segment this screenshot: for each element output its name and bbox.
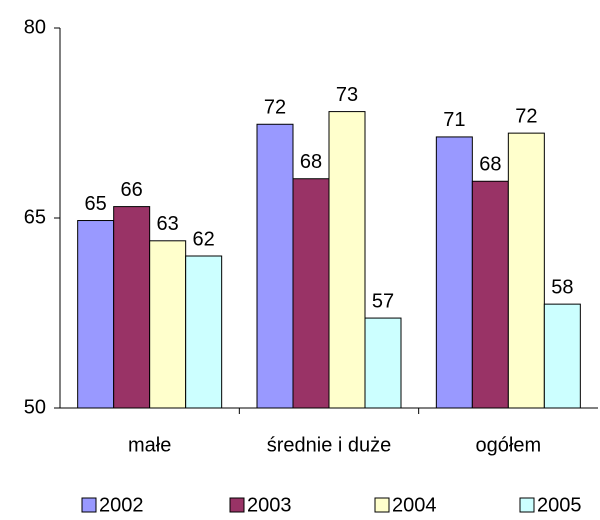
value-label: 73 — [336, 84, 358, 106]
bar — [113, 206, 151, 409]
value-label: 68 — [300, 151, 322, 173]
bar — [543, 303, 581, 409]
legend-label: 2003 — [247, 494, 292, 516]
y-tick-label: 50 — [24, 396, 46, 418]
x-tick-label: średnie i duże — [267, 434, 392, 456]
bar — [507, 132, 545, 409]
value-label: 57 — [372, 290, 394, 312]
legend-label: 2005 — [537, 494, 582, 516]
y-tick-label: 65 — [24, 206, 46, 228]
value-label: 65 — [85, 193, 107, 215]
value-label: 72 — [264, 97, 286, 119]
legend-swatch — [519, 497, 535, 513]
legend-swatch — [374, 497, 390, 513]
value-label: 63 — [157, 213, 179, 235]
y-tick-label: 80 — [24, 16, 46, 38]
legend-label: 2002 — [99, 494, 144, 516]
bar — [185, 255, 223, 409]
legend-swatch — [229, 497, 245, 513]
bar — [77, 220, 115, 409]
x-tick-label: małe — [128, 434, 171, 456]
value-label: 58 — [551, 276, 573, 298]
bar — [435, 136, 473, 409]
value-label: 72 — [515, 105, 537, 127]
x-tick-label: ogółem — [476, 434, 542, 456]
bar — [364, 317, 402, 409]
legend-swatch — [81, 497, 97, 513]
value-label: 66 — [121, 179, 143, 201]
value-label: 68 — [479, 154, 501, 176]
bar — [149, 240, 187, 409]
value-label: 71 — [443, 109, 465, 131]
bar — [471, 180, 509, 409]
bar — [292, 178, 330, 409]
bar — [328, 111, 366, 409]
legend-label: 2004 — [392, 494, 437, 516]
value-label: 62 — [193, 228, 215, 250]
bar — [256, 123, 294, 409]
